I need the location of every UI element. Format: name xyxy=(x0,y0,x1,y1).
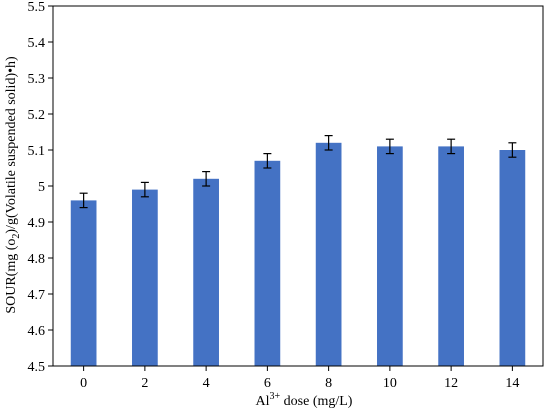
y-tick-label: 5 xyxy=(38,180,45,195)
y-tick-label: 5.2 xyxy=(28,108,46,123)
bar xyxy=(254,160,281,366)
y-axis-title: SOUR(mg (o2)/g(Volatile suspended solid)… xyxy=(4,56,22,314)
y-tick-label: 5.5 xyxy=(28,0,46,15)
error-bar xyxy=(385,138,394,155)
error-bar xyxy=(508,142,517,158)
y-tick-label: 4.5 xyxy=(28,360,46,375)
x-tick-label: 10 xyxy=(383,376,397,391)
y-tick-label: 4.6 xyxy=(28,324,46,339)
bar xyxy=(377,146,403,366)
bar xyxy=(70,200,97,366)
x-tick-label: 12 xyxy=(444,376,458,391)
bar xyxy=(193,178,219,366)
x-tick-label: 8 xyxy=(325,376,332,391)
y-tick-label: 4.9 xyxy=(28,216,46,231)
x-tick-label: 0 xyxy=(80,376,87,391)
error-bar xyxy=(447,138,456,155)
x-axis-ticks: 0 2 4 6 8 10 12 14 xyxy=(80,366,519,391)
y-tick-label: 5.4 xyxy=(28,36,46,51)
bar xyxy=(315,142,342,366)
y-axis-ticks: 4.5 4.6 4.7 4.8 4.9 5 5.1 5.2 5.3 5.4 5.5 xyxy=(28,0,53,375)
error-bar xyxy=(263,153,272,169)
x-tick-label: 6 xyxy=(264,376,271,391)
error-bars xyxy=(79,135,517,209)
x-axis-title: Al3+ dose (mg/L) xyxy=(256,391,353,409)
x-tick-label: 4 xyxy=(203,376,210,391)
bars xyxy=(70,142,526,366)
y-tick-label: 5.3 xyxy=(28,72,46,87)
error-bar xyxy=(140,181,149,198)
bar xyxy=(499,150,526,366)
x-tick-label: 2 xyxy=(141,376,148,391)
x-tick-label: 14 xyxy=(505,376,519,391)
y-tick-label: 4.8 xyxy=(28,252,46,267)
bar xyxy=(132,189,158,366)
plot-frame xyxy=(52,5,544,367)
error-bar xyxy=(324,135,333,151)
y-tick-label: 5.1 xyxy=(28,144,46,159)
error-bar xyxy=(79,192,88,209)
bar xyxy=(438,146,464,366)
error-bar xyxy=(202,171,211,187)
y-tick-label: 4.7 xyxy=(28,288,46,303)
